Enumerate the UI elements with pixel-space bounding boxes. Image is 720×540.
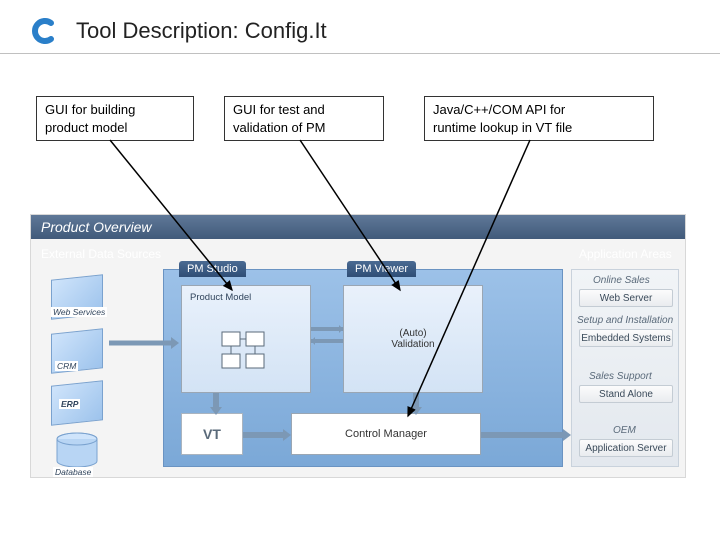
wire-vt-ctrl: [243, 427, 291, 448]
annot-line: validation of PM: [233, 120, 326, 135]
overview-band: Product Overview: [31, 215, 685, 239]
app-btn-appserver: Application Server: [579, 439, 673, 457]
product-model-icon: [220, 330, 274, 379]
app-btn-embedded: Embedded Systems: [579, 329, 673, 347]
app-head-setup: Setup and Installation: [577, 315, 673, 326]
src-web-services-label: Web Services: [51, 307, 107, 317]
page-title: Tool Description: Config.It: [76, 18, 327, 44]
wire-ctrl-app: [481, 427, 571, 448]
col-app-label: Application Areas: [579, 247, 672, 261]
annot-line: runtime lookup in VT file: [433, 120, 572, 135]
app-head-oem: OEM: [613, 425, 636, 436]
auto-validation-label: (Auto) Validation: [391, 328, 434, 350]
src-erp-label: ERP: [59, 399, 80, 409]
app-btn-webserver: Web Server: [579, 289, 673, 307]
pm-sub-label: Product Model: [190, 292, 251, 303]
overview-band-label: Product Overview: [41, 219, 151, 235]
annotation-gui-build: GUI for building product model: [36, 96, 194, 141]
wire-ext-studio: [109, 335, 179, 356]
src-database-label: Database: [53, 467, 93, 477]
tab-pm-viewer: PM Viewer: [347, 261, 416, 277]
annotation-api: Java/C++/COM API for runtime lookup in V…: [424, 96, 654, 141]
tab-pm-studio: PM Studio: [179, 261, 246, 277]
wire-studio-vt: [207, 393, 225, 420]
annot-line: GUI for building: [45, 102, 135, 117]
wire: [311, 325, 343, 345]
pm-studio-box: Product Model: [181, 285, 311, 393]
pm-viewer-box: (Auto) Validation: [343, 285, 483, 393]
product-overview-diagram: Product Overview External Data Sources A…: [30, 214, 686, 478]
vt-label: VT: [203, 426, 221, 442]
control-manager-box: Control Manager: [291, 413, 481, 455]
src-crm-label: CRM: [55, 361, 78, 371]
annotation-gui-test: GUI for test and validation of PM: [224, 96, 384, 141]
slide-header: Tool Description: Config.It: [0, 8, 720, 54]
control-manager-label: Control Manager: [345, 428, 427, 440]
wire-viewer-ctrl: [407, 393, 425, 420]
col-ext-label: External Data Sources: [41, 247, 161, 261]
app-head-sales: Sales Support: [589, 371, 652, 382]
annot-line: product model: [45, 120, 127, 135]
logo-icon: [30, 16, 60, 46]
app-head-online: Online Sales: [593, 275, 650, 286]
annot-line: GUI for test and: [233, 102, 325, 117]
annot-line: Java/C++/COM API for: [433, 102, 565, 117]
app-btn-standalone: Stand Alone: [579, 385, 673, 403]
